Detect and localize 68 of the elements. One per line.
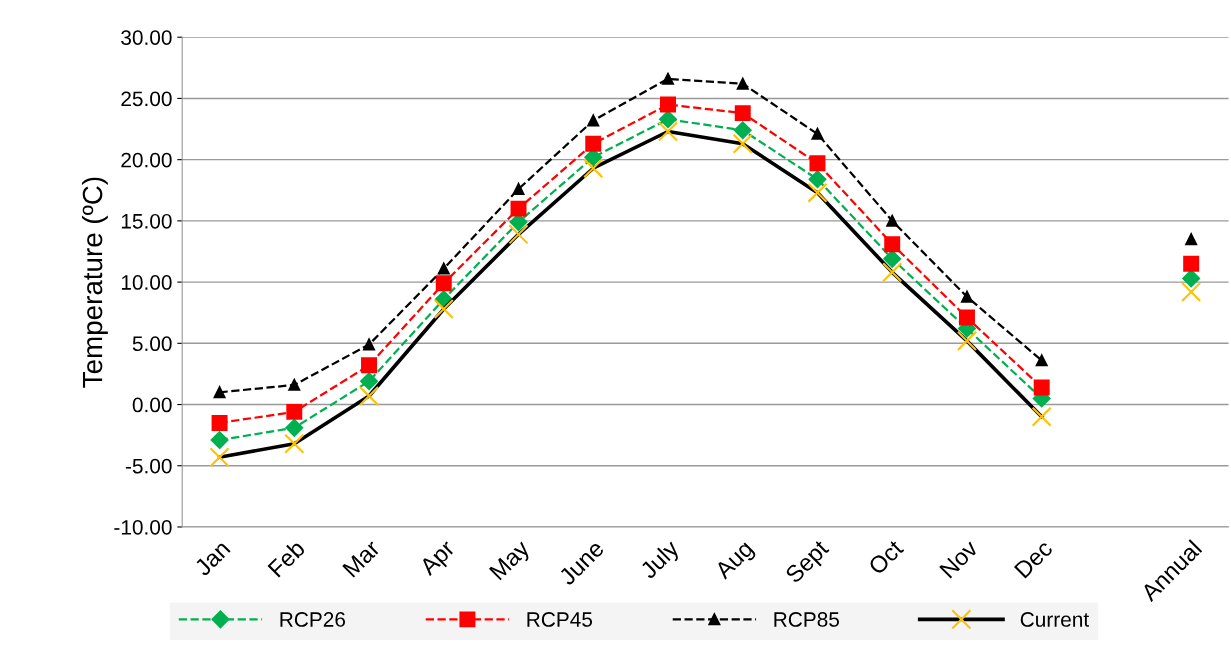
x-tick-label: Dec xyxy=(1013,539,1054,579)
legend-label: Current xyxy=(1020,612,1089,627)
point xyxy=(209,447,230,468)
y-tick-label: -10.00 xyxy=(114,519,172,535)
x-tick-label: Mar xyxy=(342,538,382,578)
point xyxy=(583,158,604,179)
y-tick-label: -5.00 xyxy=(125,458,172,474)
point xyxy=(587,114,600,127)
point xyxy=(882,262,903,283)
y-tick-label: 15.00 xyxy=(121,213,172,229)
point xyxy=(660,96,676,113)
point xyxy=(358,385,380,407)
x-tick-label: Oct xyxy=(867,538,905,576)
point xyxy=(732,133,753,154)
point xyxy=(809,155,826,172)
point xyxy=(1181,281,1202,302)
point xyxy=(360,372,378,391)
point xyxy=(284,433,305,454)
y-tick-label: 0.00 xyxy=(132,397,172,413)
point xyxy=(1185,233,1198,246)
point xyxy=(211,414,228,431)
point xyxy=(733,121,752,140)
y-tick-label: 20.00 xyxy=(121,152,172,168)
legend-label: RCP85 xyxy=(774,612,839,627)
point xyxy=(958,309,975,326)
y-tick-label: 10.00 xyxy=(121,275,172,290)
point xyxy=(961,290,973,303)
y-axis-title: Temperature (ºC) xyxy=(81,177,108,388)
point xyxy=(1033,379,1050,396)
point xyxy=(437,262,450,275)
x-tick-label: July xyxy=(638,538,684,584)
point xyxy=(286,403,303,420)
point xyxy=(363,338,375,351)
point xyxy=(512,183,525,195)
point xyxy=(657,121,679,142)
y-tick-label: 30.00 xyxy=(121,30,172,45)
y-tick-label: 25.00 xyxy=(121,91,172,107)
point xyxy=(585,135,602,152)
point xyxy=(435,275,452,292)
point xyxy=(285,418,304,437)
point xyxy=(659,110,677,129)
x-tick-label: Apr xyxy=(418,538,460,580)
point xyxy=(508,224,529,245)
point xyxy=(884,236,901,253)
point xyxy=(956,330,978,351)
point xyxy=(734,105,751,122)
point xyxy=(808,170,827,189)
x-tick-label: May xyxy=(488,538,535,584)
x-tick-label: Feb xyxy=(266,538,306,578)
point xyxy=(662,72,674,85)
point xyxy=(433,298,454,320)
point xyxy=(1183,255,1200,272)
x-tick-label: Nov xyxy=(939,538,980,579)
legend-label: RCP26 xyxy=(280,612,346,627)
point xyxy=(510,200,527,217)
x-tick-label: Aug xyxy=(713,539,758,584)
point xyxy=(361,357,378,374)
y-tick-label: 5.00 xyxy=(132,336,172,352)
point xyxy=(1035,354,1048,367)
point xyxy=(213,386,226,399)
legend-label: RCP45 xyxy=(527,612,593,627)
point xyxy=(1182,269,1201,288)
point xyxy=(210,431,229,449)
point xyxy=(886,214,899,227)
point xyxy=(736,77,749,90)
point xyxy=(1031,406,1052,427)
x-tick-label: Jan xyxy=(193,539,231,577)
point xyxy=(807,182,828,203)
